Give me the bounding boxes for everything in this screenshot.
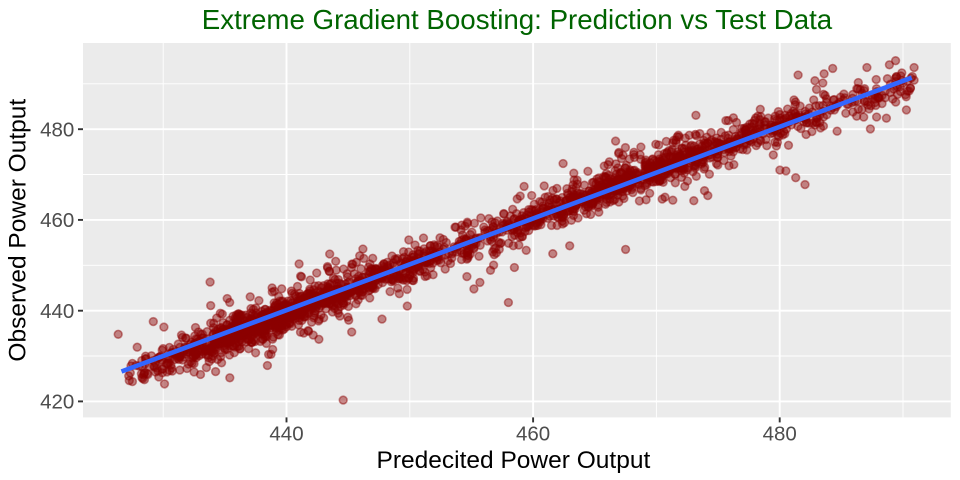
svg-text:460: 460	[516, 423, 550, 446]
svg-text:440: 440	[269, 423, 303, 446]
svg-text:Extreme Gradient Boosting: Pre: Extreme Gradient Boosting: Prediction vs…	[202, 4, 833, 35]
svg-text:460: 460	[40, 209, 74, 232]
svg-text:Observed Power Output: Observed Power Output	[5, 99, 32, 362]
svg-text:480: 480	[40, 119, 74, 142]
svg-text:420: 420	[40, 391, 74, 414]
svg-text:480: 480	[763, 423, 797, 446]
svg-text:440: 440	[40, 300, 74, 323]
svg-text:Predecited Power Output: Predecited Power Output	[377, 447, 651, 474]
